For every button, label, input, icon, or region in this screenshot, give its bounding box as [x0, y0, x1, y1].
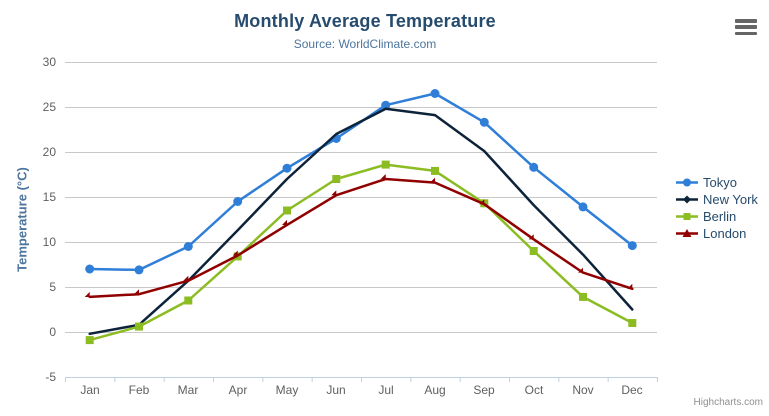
hamburger-icon: [735, 19, 757, 23]
x-axis-label: Apr: [228, 383, 248, 397]
y-axis-label: 15: [42, 190, 56, 204]
series-london[interactable]: [84, 174, 634, 299]
legend-label: Berlin: [703, 209, 737, 224]
x-axis-label: Dec: [621, 383, 643, 397]
x-axis-label: Feb: [128, 383, 150, 397]
y-axis-label: 10: [42, 235, 56, 249]
x-axis-label: Jun: [326, 383, 346, 397]
legend-item-new-york[interactable]: New York: [676, 191, 758, 208]
series-new-york[interactable]: [88, 0, 634, 336]
x-axis-label: Jan: [80, 383, 100, 397]
chart-title: Monthly Average Temperature: [234, 11, 496, 31]
legend-label: New York: [703, 192, 758, 207]
y-axis-label: 20: [42, 145, 56, 159]
legend-label: Tokyo: [703, 175, 737, 190]
x-axis-label: Mar: [177, 383, 199, 397]
export-menu-button[interactable]: [733, 17, 759, 37]
series-tokyo[interactable]: [85, 89, 637, 275]
legend-item-tokyo[interactable]: Tokyo: [676, 174, 758, 191]
y-axis-label: 5: [49, 280, 56, 294]
y-axis-label: 0: [49, 325, 56, 339]
x-axis-label: Jul: [378, 383, 394, 397]
x-axis-label: Nov: [572, 383, 594, 397]
legend: Tokyo New York Berlin London: [676, 174, 758, 242]
legend-item-london[interactable]: London: [676, 225, 758, 242]
legend-marker-icon: [676, 229, 698, 237]
legend-marker-icon: [676, 213, 698, 220]
x-axis-label: Oct: [524, 383, 544, 397]
chart-subtitle: Source: WorldClimate.com: [293, 37, 437, 51]
y-axis-label: 30: [42, 55, 56, 69]
hamburger-icon: [735, 25, 757, 29]
y-axis-label: -5: [45, 370, 56, 384]
legend-marker-icon: [676, 195, 698, 204]
legend-marker-icon: [676, 178, 698, 187]
x-axis-label: Sep: [473, 383, 495, 397]
y-axis-label: 25: [42, 100, 56, 114]
y-axis-title: Temperature (°C): [14, 167, 30, 272]
highcharts-credit[interactable]: Highcharts.com: [693, 397, 763, 408]
legend-item-berlin[interactable]: Berlin: [676, 208, 758, 225]
x-axis-label: Aug: [424, 383, 446, 397]
hamburger-icon: [735, 31, 757, 35]
legend-label: London: [703, 226, 747, 241]
x-axis-label: May: [275, 383, 299, 397]
